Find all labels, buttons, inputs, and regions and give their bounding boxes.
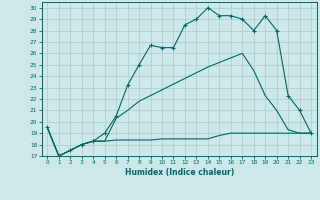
X-axis label: Humidex (Indice chaleur): Humidex (Indice chaleur)	[124, 168, 234, 177]
